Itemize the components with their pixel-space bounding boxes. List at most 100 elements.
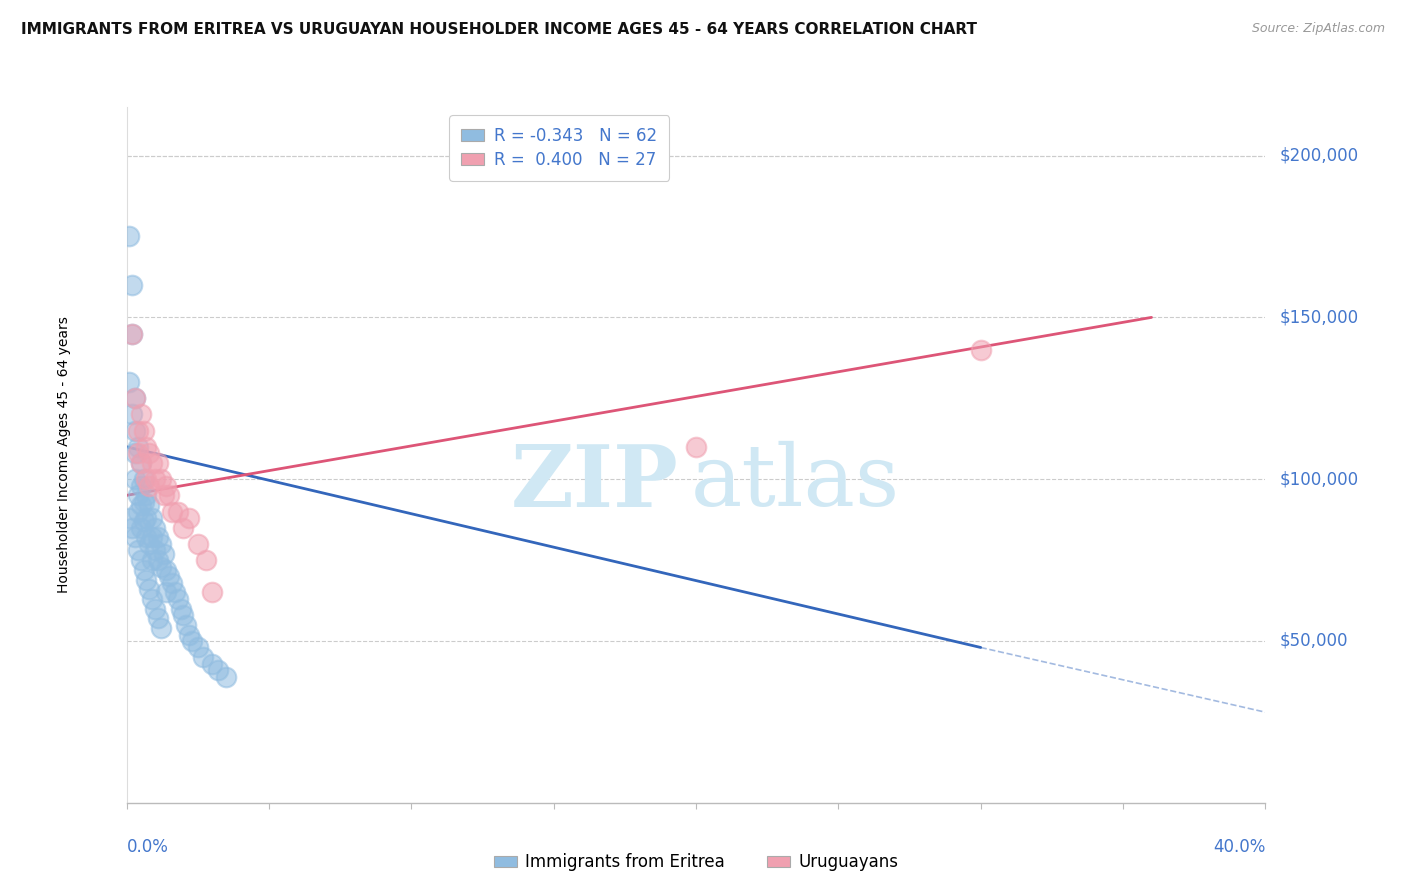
Point [138, 582, 160, 597]
Point [118, 229, 141, 244]
Point [135, 488, 157, 502]
Point [152, 547, 174, 561]
Point [149, 559, 172, 574]
Point [135, 573, 157, 587]
Text: $150,000: $150,000 [1279, 309, 1358, 326]
Point [118, 375, 141, 389]
Point [129, 498, 152, 512]
Point [132, 495, 155, 509]
Point [143, 601, 166, 615]
Point [195, 553, 218, 567]
Point [124, 531, 146, 545]
Point [132, 472, 155, 486]
Point [155, 563, 177, 577]
Point [141, 531, 163, 545]
Point [121, 326, 143, 341]
Point [141, 553, 163, 567]
Point [124, 424, 146, 438]
Point [121, 326, 143, 341]
Point [149, 621, 172, 635]
Point [127, 424, 149, 438]
Point [193, 650, 215, 665]
Point [124, 392, 146, 406]
Point [143, 543, 166, 558]
Point [157, 569, 180, 583]
Text: 40.0%: 40.0% [1213, 838, 1265, 855]
Point [135, 472, 157, 486]
Point [141, 511, 163, 525]
Point [166, 504, 188, 518]
Point [127, 488, 149, 502]
Point [135, 511, 157, 525]
Point [124, 392, 146, 406]
Point [201, 585, 224, 599]
Point [129, 521, 152, 535]
Point [135, 440, 157, 454]
Text: IMMIGRANTS FROM ERITREA VS URUGUAYAN HOUSEHOLDER INCOME AGES 45 - 64 YEARS CORRE: IMMIGRANTS FROM ERITREA VS URUGUAYAN HOU… [21, 22, 977, 37]
Point [155, 478, 177, 492]
Point [135, 531, 157, 545]
Point [172, 608, 194, 623]
Point [121, 278, 143, 293]
Text: Householder Income Ages 45 - 64 years: Householder Income Ages 45 - 64 years [56, 317, 70, 593]
Point [160, 504, 183, 518]
Text: $200,000: $200,000 [1279, 146, 1358, 165]
Text: $100,000: $100,000 [1279, 470, 1358, 488]
Point [118, 511, 141, 525]
Point [207, 663, 229, 677]
Point [127, 440, 149, 454]
Point [215, 670, 238, 684]
Point [127, 504, 149, 518]
Point [181, 634, 204, 648]
Point [127, 446, 149, 460]
Point [172, 521, 194, 535]
Point [129, 408, 152, 422]
Point [201, 657, 224, 671]
Point [149, 537, 172, 551]
Point [132, 563, 155, 577]
Point [179, 627, 201, 641]
Point [169, 601, 191, 615]
Point [146, 531, 169, 545]
Point [149, 472, 172, 486]
Point [129, 456, 152, 470]
Text: $50,000: $50,000 [1279, 632, 1348, 650]
Point [138, 446, 160, 460]
Text: ZIP: ZIP [512, 441, 679, 524]
Point [160, 575, 183, 590]
Point [129, 553, 152, 567]
Point [143, 472, 166, 486]
Point [138, 498, 160, 512]
Point [127, 543, 149, 558]
Point [138, 537, 160, 551]
Point [132, 514, 155, 528]
Point [129, 478, 152, 492]
Point [146, 456, 169, 470]
Point [152, 488, 174, 502]
Text: Source: ZipAtlas.com: Source: ZipAtlas.com [1251, 22, 1385, 36]
Point [129, 456, 152, 470]
Point [166, 591, 188, 606]
Point [143, 521, 166, 535]
Point [187, 537, 209, 551]
Point [685, 440, 707, 454]
Point [146, 553, 169, 567]
Point [155, 585, 177, 599]
Point [124, 446, 146, 460]
Point [146, 611, 169, 625]
Point [187, 640, 209, 655]
Legend: Immigrants from Eritrea, Uruguayans: Immigrants from Eritrea, Uruguayans [486, 847, 905, 878]
Point [121, 408, 143, 422]
Point [141, 456, 163, 470]
Point [124, 472, 146, 486]
Point [970, 343, 993, 357]
Point [163, 585, 186, 599]
Point [141, 591, 163, 606]
Point [121, 521, 143, 535]
Text: 0.0%: 0.0% [127, 838, 169, 855]
Text: atlas: atlas [690, 442, 900, 524]
Point [176, 617, 198, 632]
Point [157, 488, 180, 502]
Point [179, 511, 201, 525]
Point [132, 424, 155, 438]
